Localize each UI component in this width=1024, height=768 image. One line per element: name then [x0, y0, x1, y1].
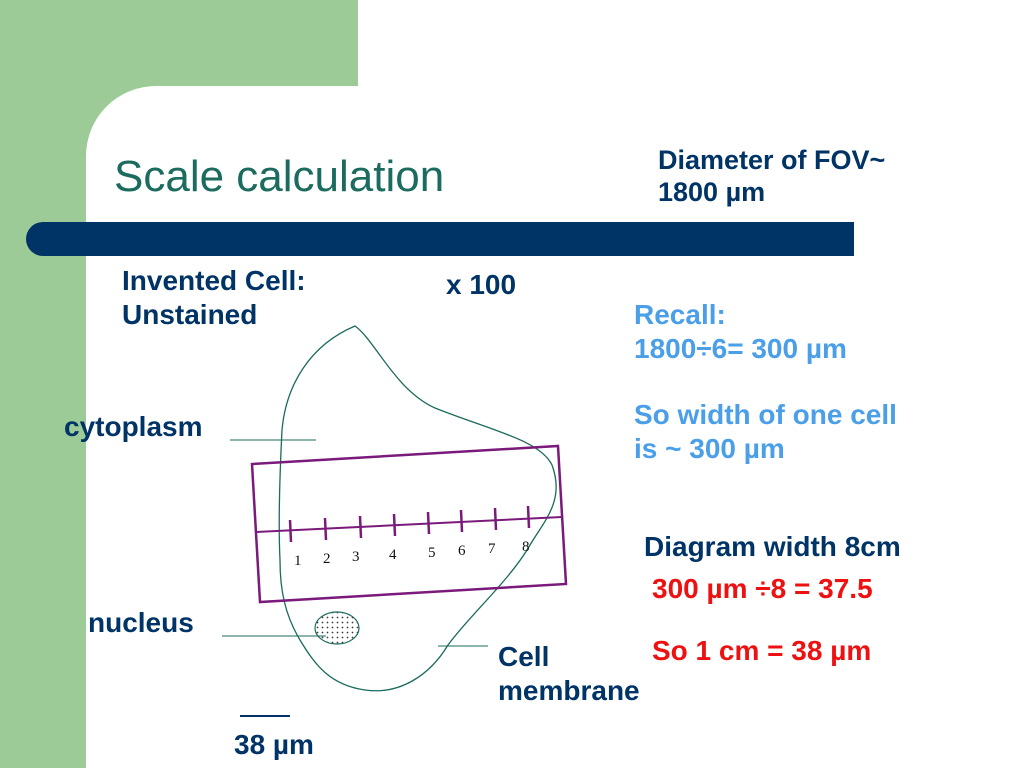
cell-width-line-1: So width of one cell	[634, 399, 897, 430]
graticule-numbers: 1 2 3 4 5 6 7 8	[294, 539, 530, 569]
scale-result: So 1 cm = 38 µm	[652, 635, 872, 666]
graticule-tick	[426, 511, 431, 535]
nucleus-label: nucleus	[88, 607, 194, 638]
graticule-tick	[392, 513, 397, 537]
graticule-tick	[459, 509, 464, 533]
graticule-number: 2	[323, 551, 331, 567]
recall-block: Recall: 1800÷6= 300 µm	[634, 298, 847, 365]
cell-membrane-label: Cell membrane	[498, 640, 640, 707]
cell-width-line-2: is ~ 300 µm	[634, 432, 785, 464]
fov-line-2: 1800 µm	[658, 177, 766, 208]
graticule-number: 5	[428, 545, 436, 561]
fov-line-1: Diameter of FOV~	[658, 145, 886, 175]
recall-line-2: 1800÷6= 300 µm	[634, 332, 847, 364]
graticule-ruler: 1 2 3 4 5 6 7 8	[250, 444, 568, 604]
graticule-tick	[358, 515, 363, 539]
cell-heading-line-2: Unstained	[122, 298, 258, 330]
cell-membrane-outline	[278, 325, 557, 692]
graticule-number: 8	[522, 539, 530, 555]
graticule-number: 7	[488, 541, 496, 557]
graticule-baseline	[255, 516, 563, 533]
graticule-tick	[288, 519, 293, 543]
cell-width-block: So width of one cell is ~ 300 µm	[634, 398, 897, 465]
slide-content-panel	[86, 86, 1024, 768]
slide-title: Scale calculation	[114, 152, 445, 201]
recall-line-1: Recall:	[634, 299, 726, 330]
fov-diameter: Diameter of FOV~ 1800 µm	[658, 144, 885, 209]
cell-membrane-line-2: membrane	[498, 674, 640, 706]
scale-bar-label: 38 µm	[234, 729, 314, 760]
graticule-ticks	[288, 505, 531, 543]
nucleus-shape	[314, 611, 360, 645]
title-divider-bar	[26, 222, 854, 256]
cell-membrane-line-1: Cell	[498, 641, 550, 672]
diagram-width-label: Diagram width 8cm	[644, 531, 901, 562]
cell-heading-line-1: Invented Cell:	[122, 265, 306, 296]
graticule-number: 4	[389, 547, 397, 563]
graticule-number: 1	[294, 553, 302, 569]
graticule-number: 3	[352, 549, 360, 565]
division-calculation: 300 µm ÷8 = 37.5	[652, 573, 873, 604]
cytoplasm-label: cytoplasm	[64, 411, 203, 442]
cell-heading: Invented Cell: Unstained	[122, 264, 306, 331]
graticule-number: 6	[458, 543, 466, 559]
graticule-tick	[493, 507, 498, 531]
graticule-tick	[323, 517, 328, 541]
graticule-tick	[526, 505, 531, 529]
graticule-frame	[250, 444, 568, 604]
magnification-label: x 100	[446, 269, 517, 300]
